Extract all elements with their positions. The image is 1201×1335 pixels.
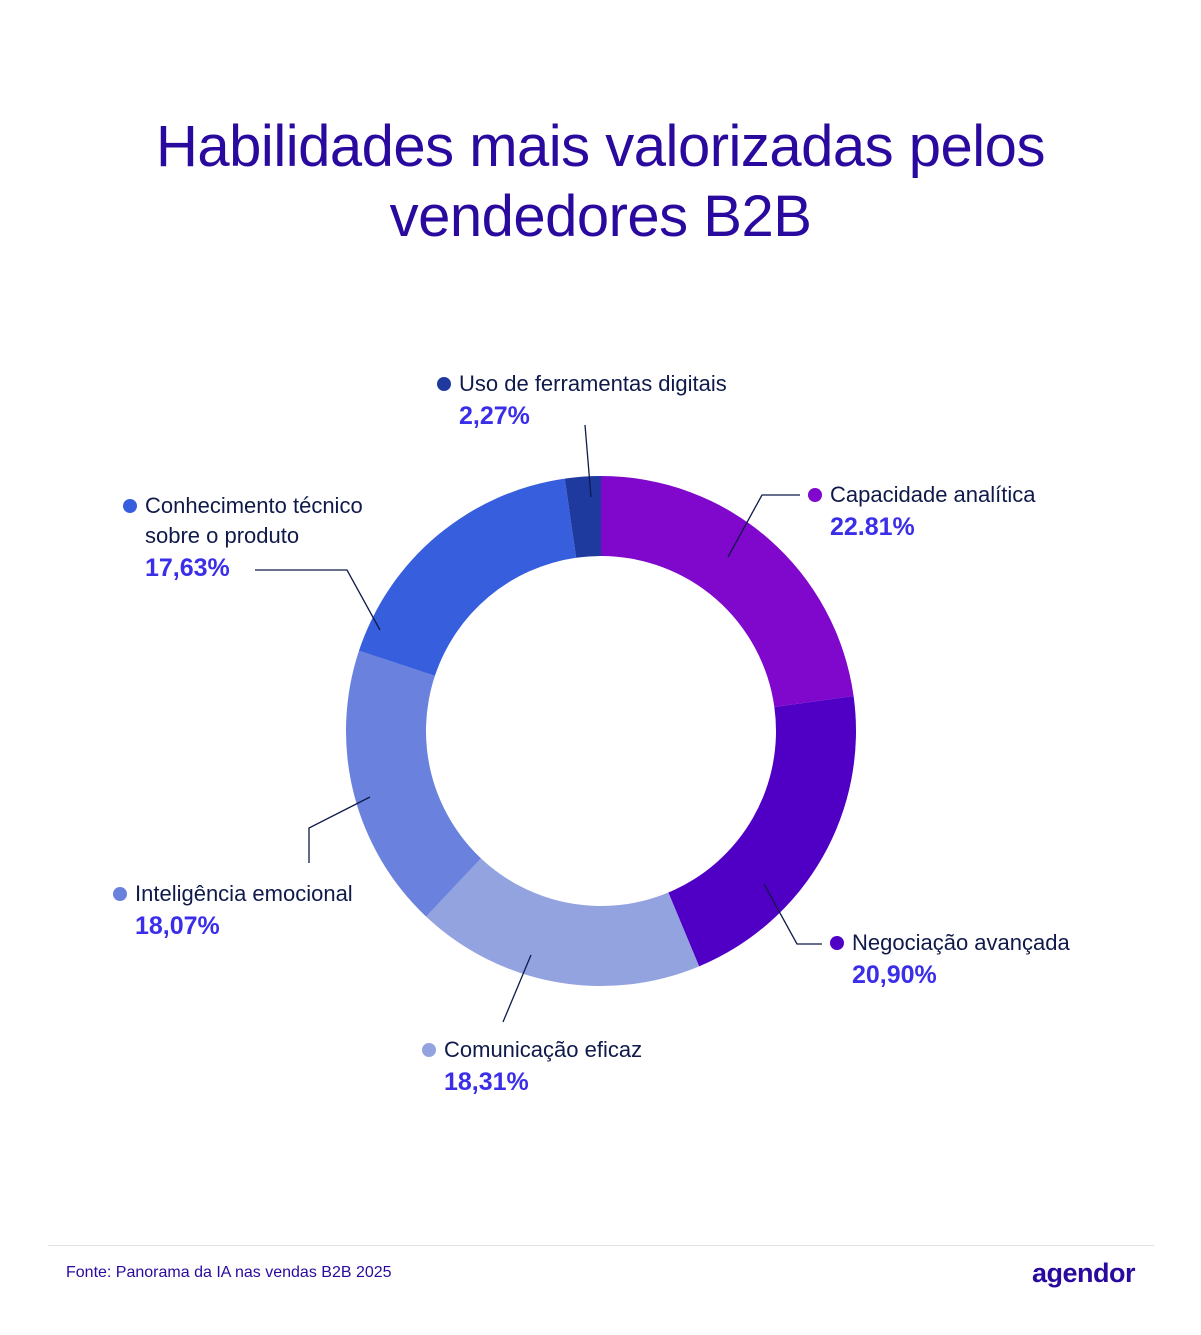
legend-dot xyxy=(437,377,451,391)
label-inteligencia: Inteligência emocional 18,07% xyxy=(113,879,353,943)
leader-line-comunicacao xyxy=(502,954,532,1023)
leader-line-conhecimento xyxy=(255,569,381,631)
donut-slice-1 xyxy=(668,696,857,967)
donut-slice-5 xyxy=(564,476,601,558)
legend-dot xyxy=(830,936,844,950)
label-negociacao: Negociação avançada 20,90% xyxy=(830,928,1070,992)
agendor-logo: agendor xyxy=(1032,1258,1136,1288)
label-conhecimento: Conhecimento técnico sobre o produto 17,… xyxy=(123,491,415,585)
slice-label: Negociação avançada xyxy=(852,930,1070,955)
slice-value: 18,07% xyxy=(135,912,220,940)
label-capacidade: Capacidade analítica 22.81% xyxy=(808,480,1036,544)
slice-label: Comunicação eficaz xyxy=(444,1037,643,1062)
legend-dot xyxy=(808,488,822,502)
slice-label: Capacidade analítica xyxy=(830,482,1036,507)
slice-label: Inteligência emocional xyxy=(135,881,353,906)
label-uso: Uso de ferramentas digitais 2,27% xyxy=(437,369,727,433)
legend-dot xyxy=(422,1043,436,1057)
source-note: Fonte: Panorama da IA nas vendas B2B 202… xyxy=(66,1264,392,1281)
donut-slice-2 xyxy=(426,858,700,986)
footer-divider xyxy=(48,1245,1154,1246)
leader-line-negociacao xyxy=(763,883,822,945)
label-comunicacao: Comunicação eficaz 18,31% xyxy=(422,1035,643,1099)
slice-value: 2,27% xyxy=(459,402,530,430)
legend-dot xyxy=(123,499,137,513)
donut-slice-3 xyxy=(346,650,481,917)
legend-dot xyxy=(113,887,127,901)
slice-value: 18,31% xyxy=(444,1068,529,1096)
slice-value: 17,63% xyxy=(145,554,230,582)
leader-line-capacidade xyxy=(727,494,800,558)
chart-title: Habilidades mais valorizadas pelos vende… xyxy=(156,114,1045,249)
slice-value: 20,90% xyxy=(852,961,937,989)
donut-slice-4 xyxy=(358,478,577,676)
slice-value: 22.81% xyxy=(830,513,915,541)
leader-line-uso xyxy=(584,424,592,498)
leader-line-inteligencia xyxy=(308,796,371,863)
slice-label: Uso de ferramentas digitais xyxy=(459,371,727,396)
slice-label: Conhecimento técnico sobre o produto xyxy=(145,493,363,548)
donut-slice-0 xyxy=(601,476,854,708)
